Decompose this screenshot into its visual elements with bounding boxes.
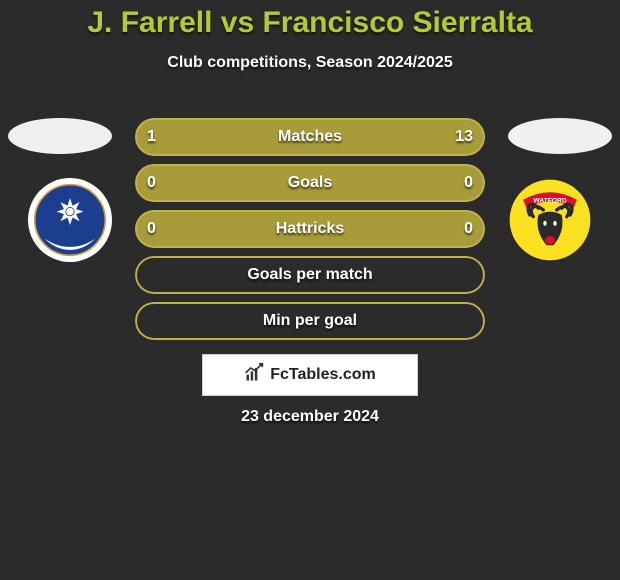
stat-row: Goals per match: [135, 256, 485, 294]
svg-text:WATFORD: WATFORD: [533, 197, 567, 204]
stat-row: 00Hattricks: [135, 210, 485, 248]
stat-row: Min per goal: [135, 302, 485, 340]
player-right-avatar-oval: [508, 118, 612, 154]
club-badge-right: WATFORD: [508, 178, 592, 262]
stat-label: Goals: [135, 164, 485, 202]
watermark-text: FcTables.com: [270, 366, 376, 384]
stat-label: Hattricks: [135, 210, 485, 248]
stat-row: 00Goals: [135, 164, 485, 202]
subtitle: Club competitions, Season 2024/2025: [0, 54, 620, 72]
stat-label: Matches: [135, 118, 485, 156]
stats-bars: 113Matches 00Goals 00Hattricks Goals per ma…: [135, 118, 485, 348]
player-left-avatar-oval: [8, 118, 112, 154]
stat-label: Min per goal: [135, 302, 485, 340]
stat-row: 113Matches: [135, 118, 485, 156]
date-stamp: 23 december 2024: [0, 408, 620, 426]
club-badge-left: [28, 178, 112, 262]
watermark: FcTables.com: [202, 354, 418, 396]
stat-label: Goals per match: [135, 256, 485, 294]
chart-icon: [244, 363, 264, 388]
page-title: J. Farrell vs Francisco Sierralta: [0, 0, 620, 40]
